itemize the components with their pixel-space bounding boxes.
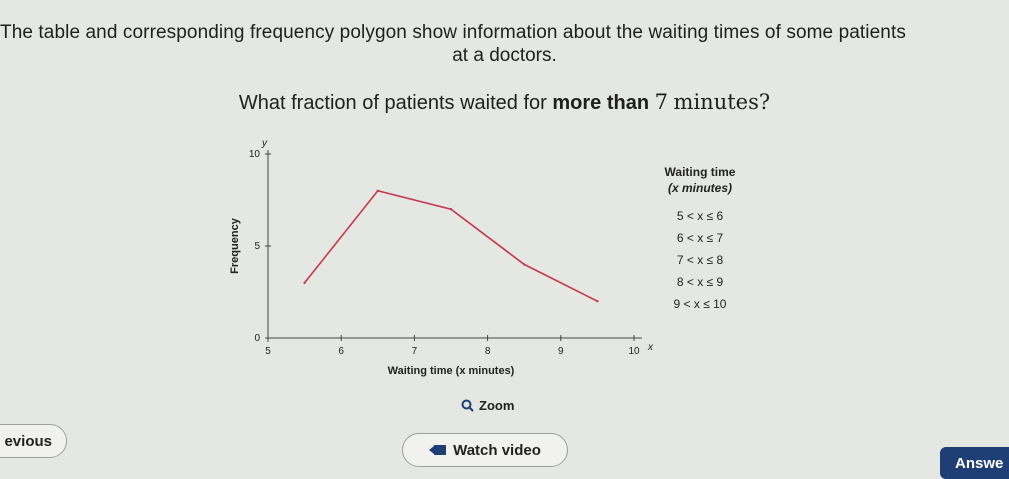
answer-label: Answe: [955, 454, 1004, 472]
y-tick-label: 0: [254, 333, 260, 344]
x-axis-symbol: x: [647, 342, 654, 353]
previous-label: evious: [4, 432, 52, 450]
watch-video-button[interactable]: Watch video: [402, 433, 568, 467]
table-header-line2: (x minutes): [668, 181, 732, 195]
data-point: [596, 300, 599, 303]
previous-button[interactable]: evious: [0, 424, 67, 458]
y-axis-title: Frequency: [229, 217, 241, 274]
y-axis-symbol: y: [261, 138, 268, 149]
magnifier-icon: [461, 399, 474, 412]
table-row-waiting-time: 7 < x ≤ 8: [677, 253, 724, 267]
question-intro-line1: The table and corresponding frequency po…: [0, 22, 906, 43]
table-row-waiting-time: 8 < x ≤ 9: [677, 275, 724, 289]
question-intro-line2: at a doctors.: [452, 45, 557, 66]
prompt-bold: more than: [552, 92, 650, 114]
table-row-waiting-time: 9 < x ≤ 10: [674, 297, 727, 311]
x-tick-label: 7: [412, 346, 418, 357]
data-point: [376, 189, 379, 192]
data-point: [449, 208, 453, 211]
watch-video-label: Watch video: [453, 441, 541, 459]
x-axis-title: Waiting time (x minutes): [388, 365, 515, 377]
data-point: [303, 281, 306, 284]
prompt-suffix: minutes?: [673, 90, 771, 114]
zoom-button[interactable]: Zoom: [461, 398, 514, 413]
x-tick-label: 6: [338, 346, 344, 357]
table-row-waiting-time: 5 < x ≤ 6: [677, 209, 724, 223]
frequency-polygon-line: [303, 189, 598, 302]
x-tick-label: 10: [628, 346, 640, 357]
chart-and-table-panel: y x 0 5 10 5 6 7 8 9 10 Waiting time (x minutes) Fre…: [222, 138, 762, 380]
x-tick-label: 9: [558, 346, 564, 357]
x-tick-label: 5: [265, 346, 271, 357]
data-point: [523, 263, 526, 266]
y-tick-label: 5: [254, 241, 260, 252]
table-row-waiting-time: 6 < x ≤ 7: [677, 231, 724, 245]
prompt-number: 7: [654, 90, 668, 114]
prompt-prefix: What fraction of patients waited for: [238, 92, 553, 114]
x-tick-label: 8: [485, 346, 491, 357]
table-header-line1: Waiting time: [665, 165, 736, 179]
question-prompt: What fraction of patients waited for mor…: [0, 90, 1009, 115]
zoom-label: Zoom: [479, 398, 515, 413]
answer-button[interactable]: Answe: [940, 447, 1009, 479]
video-camera-icon: [429, 445, 447, 455]
y-tick-label: 10: [249, 149, 261, 160]
